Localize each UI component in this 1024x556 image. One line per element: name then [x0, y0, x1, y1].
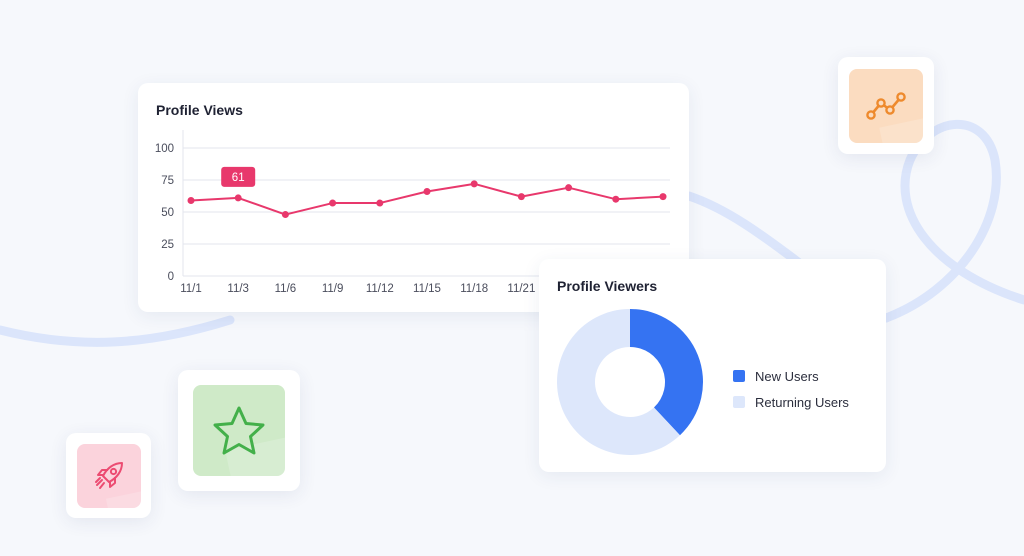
profile-viewers-card: Profile Viewers New Users Returning User…: [539, 259, 886, 472]
data-point[interactable]: [612, 195, 620, 203]
x-tick-label: 11/12: [366, 283, 394, 295]
x-tick-label: 11/3: [227, 283, 249, 295]
star-tile: [178, 370, 300, 491]
data-point[interactable]: [423, 188, 431, 196]
viewers-legend: New Users Returning Users: [733, 363, 849, 415]
profile-views-title: Profile Views: [156, 102, 243, 118]
x-tick-label: 11/15: [413, 283, 441, 295]
profile-viewers-title: Profile Viewers: [557, 278, 658, 294]
x-tick-label: 11/9: [322, 283, 344, 295]
y-tick-label: 50: [161, 207, 174, 219]
data-point[interactable]: [329, 199, 337, 207]
x-tick-label: 11/21: [507, 283, 535, 295]
legend-label-new-users: New Users: [755, 368, 819, 384]
y-tick-label: 75: [161, 175, 174, 187]
trend-tile-inner: [849, 69, 923, 143]
profile-views-chart: 0 25 50 75 100 11/1 11/3 11/6 11/9 11/12 11/15 11/1…: [155, 130, 670, 295]
tooltip-badge: [221, 166, 256, 187]
data-point[interactable]: [234, 194, 242, 202]
profile-viewers-chart: [557, 309, 703, 455]
trend-tile: [838, 57, 934, 154]
y-tick-label: 100: [155, 143, 174, 155]
pie-slice-returning-users[interactable]: [557, 309, 680, 455]
y-tick-label: 0: [168, 271, 174, 283]
y-tick-label: 25: [161, 239, 174, 251]
rocket-tile: [66, 433, 151, 518]
legend-item-new-users[interactable]: New Users: [733, 363, 849, 389]
x-tick-label: 11/1: [180, 283, 202, 295]
legend-item-returning-users[interactable]: Returning Users: [733, 389, 849, 415]
x-tick-label: 11/18: [460, 283, 488, 295]
rocket-icon: [95, 462, 123, 489]
pie-slice-new-users[interactable]: [630, 309, 703, 436]
star-icon: [213, 406, 265, 454]
data-point[interactable]: [187, 196, 195, 204]
star-tile-inner: [193, 385, 285, 476]
data-point[interactable]: [565, 184, 573, 192]
data-point[interactable]: [281, 211, 289, 219]
data-point[interactable]: [376, 199, 384, 207]
rocket-tile-inner: [77, 444, 141, 508]
trend-line-icon: [866, 92, 906, 120]
legend-swatch-new-users: [733, 370, 745, 382]
x-tick-label: 11/6: [275, 283, 297, 295]
data-point[interactable]: [470, 180, 478, 188]
legend-swatch-returning-users: [733, 396, 745, 408]
legend-label-returning-users: Returning Users: [755, 394, 849, 410]
data-point[interactable]: [517, 193, 525, 201]
tooltip-value: 61: [232, 172, 245, 184]
data-point[interactable]: [659, 193, 667, 201]
